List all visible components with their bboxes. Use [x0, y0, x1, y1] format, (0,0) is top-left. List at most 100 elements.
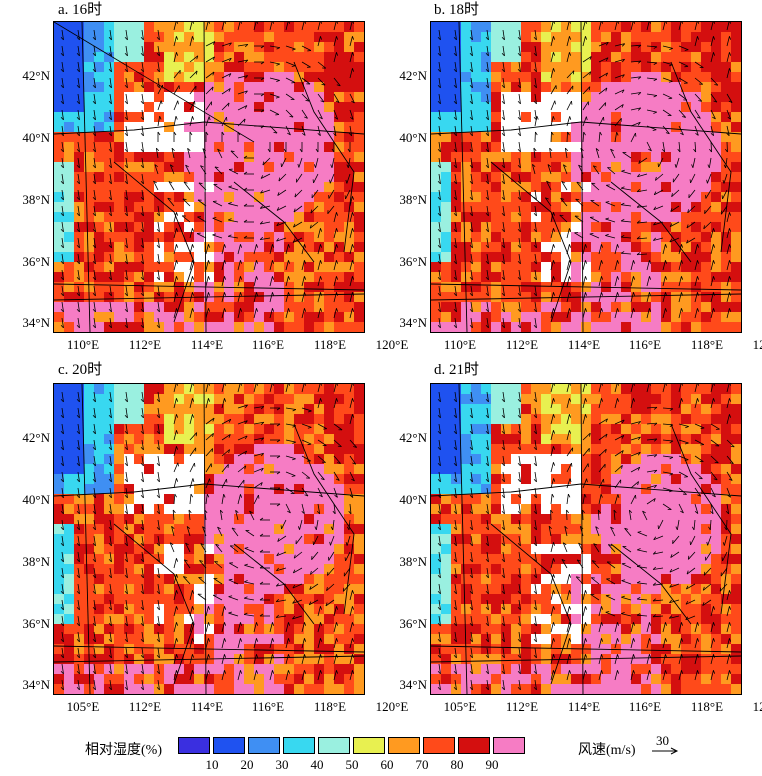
humidity-cell [354, 674, 364, 685]
humidity-cell [461, 262, 472, 273]
humidity-cell [144, 524, 155, 535]
humidity-cell [164, 534, 175, 545]
humidity-cell [304, 152, 315, 163]
humidity-cell [94, 312, 105, 323]
wind-vector [173, 276, 177, 287]
wind-vector [333, 487, 338, 498]
wind-vector-head [485, 196, 489, 201]
wind-vector-head [563, 164, 567, 168]
humidity-cell [631, 312, 642, 323]
wind-vector [93, 535, 96, 546]
wind-vector-head [108, 52, 112, 57]
humidity-cell [274, 302, 285, 313]
wind-vector-head [352, 244, 355, 248]
humidity-cell [224, 202, 235, 213]
wind-vector [244, 597, 255, 601]
humidity-cell [621, 162, 632, 173]
wind-vector-head [533, 196, 537, 201]
wind-vector [221, 42, 232, 47]
humidity-cell [124, 32, 135, 43]
humidity-cell [691, 242, 702, 253]
humidity-cell [134, 584, 145, 595]
humidity-cell [254, 262, 265, 273]
wind-vector-head [453, 36, 457, 41]
humidity-cell [431, 292, 442, 303]
wind-vector-head [320, 22, 323, 24]
humidity-cell [64, 474, 75, 485]
humidity-cell [204, 162, 215, 173]
wind-vector [285, 407, 296, 410]
humidity-cell [354, 252, 364, 263]
humidity-cell [631, 52, 642, 63]
wind-vector-head [124, 638, 128, 643]
wind-vector [125, 237, 128, 248]
wind-vector-head [517, 52, 521, 57]
wind-vector-head [677, 148, 681, 153]
humidity-cell [561, 242, 572, 253]
humidity-cell [284, 514, 295, 525]
humidity-cell [264, 222, 275, 233]
wind-vector [109, 647, 112, 658]
humidity-cell [304, 112, 315, 123]
wind-vector-head [92, 148, 96, 153]
humidity-cell [204, 32, 215, 43]
humidity-cell [731, 132, 741, 143]
humidity-cell [304, 82, 315, 93]
humidity-cell [591, 272, 602, 283]
wind-vector-head [601, 276, 604, 280]
humidity-cell [731, 62, 741, 73]
humidity-cell [334, 664, 345, 675]
humidity-cell [324, 384, 335, 395]
wind-vector-head [154, 164, 158, 168]
humidity-cell [214, 132, 225, 143]
wind-vector-head [76, 276, 80, 281]
humidity-cell [124, 624, 135, 635]
humidity-cell [334, 624, 345, 635]
wind-vector-head [437, 52, 441, 57]
humidity-cell [611, 272, 622, 283]
wind-vector [217, 148, 223, 159]
humidity-cell [314, 262, 325, 273]
wind-vector-head [275, 614, 280, 618]
wind-vector [285, 471, 296, 477]
wind-vector [125, 157, 128, 168]
humidity-cell [274, 414, 285, 425]
humidity-cell [481, 282, 492, 293]
wind-vector [518, 125, 521, 136]
wind-vector-head [469, 212, 473, 217]
wind-vector-head [288, 384, 291, 386]
humidity-cell [64, 232, 75, 243]
humidity-cell [134, 454, 145, 465]
wind-vector [237, 479, 245, 489]
wind-vector [173, 590, 177, 601]
wind-vector-head [352, 196, 355, 200]
humidity-cell [591, 172, 602, 183]
humidity-cell [334, 212, 345, 223]
wind-vector [566, 131, 568, 143]
wind-vector [454, 269, 457, 280]
wind-vector [438, 141, 441, 152]
humidity-cell [144, 22, 155, 33]
humidity-cell [451, 132, 462, 143]
wind-vector-head [437, 164, 441, 169]
humidity-cell [74, 504, 85, 515]
humidity-cell [314, 394, 325, 405]
humidity-cell [731, 192, 741, 203]
humidity-cell [561, 142, 572, 153]
wind-vector-head [176, 446, 179, 450]
wind-vector [486, 109, 489, 120]
boundary-line [54, 121, 364, 135]
humidity-cell [354, 242, 364, 253]
humidity-cell [551, 22, 562, 33]
humidity-cell [204, 574, 215, 585]
wind-vector [333, 503, 336, 514]
humidity-cell [304, 574, 315, 585]
wind-vector [212, 217, 223, 223]
humidity-cell [114, 242, 125, 253]
wind-vector [285, 276, 289, 287]
wind-vector-head [198, 182, 203, 185]
wind-vector-head [92, 398, 96, 403]
humidity-cell [621, 322, 632, 332]
wind-vector [109, 567, 112, 578]
humidity-cell [314, 222, 325, 233]
